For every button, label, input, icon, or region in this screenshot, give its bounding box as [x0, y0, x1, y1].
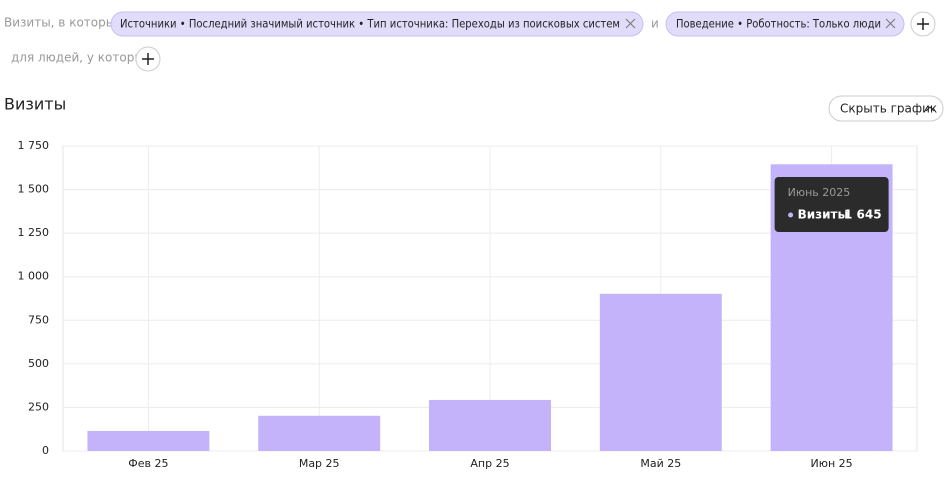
bar	[87, 430, 210, 451]
chart-title: Визиты	[4, 95, 66, 114]
y-tick-label: 500	[28, 357, 49, 370]
add-icon	[142, 53, 154, 65]
chip-label: Источники • Последний значимый источник …	[120, 17, 620, 31]
y-tick-label: 0	[42, 444, 49, 457]
y-tick-label: 1 000	[18, 270, 50, 283]
add-icon	[917, 18, 929, 30]
y-tick-label: 750	[28, 313, 49, 326]
chip-close[interactable]	[885, 18, 896, 29]
x-tick-label: Апр 25	[470, 457, 509, 470]
y-tick-label: 1 250	[18, 226, 50, 239]
tooltip-title: Июнь 2025	[788, 186, 851, 199]
x-tick-label: Фев 25	[128, 457, 168, 470]
filter-chip[interactable]	[665, 11, 905, 37]
x-tick-label: Май 25	[640, 457, 681, 470]
button-label: Скрыть график	[840, 102, 937, 116]
tooltip-swatch	[788, 212, 794, 218]
hide-chart-button[interactable]	[828, 95, 944, 122]
filter-joiner: и	[651, 17, 659, 31]
chevron	[925, 106, 935, 112]
y-tick-label: 1 750	[18, 139, 50, 152]
filter-chip[interactable]	[110, 11, 644, 37]
chip-close[interactable]	[625, 18, 636, 29]
y-tick-label: 250	[28, 400, 49, 413]
tooltip-series: Визиты	[798, 208, 849, 222]
bar	[258, 415, 381, 451]
y-tick-label: 1 500	[18, 183, 50, 196]
tooltip	[774, 177, 889, 232]
x-tick-label: Июн 25	[811, 457, 853, 470]
bar	[599, 293, 722, 451]
bar	[429, 399, 551, 451]
people-lead: для людей, у которых	[11, 51, 151, 65]
filter-lead: Визиты, в которых	[4, 16, 122, 30]
tooltip-value: 1 645	[844, 208, 882, 222]
x-tick-label: Мар 25	[299, 457, 340, 470]
chip-label: Поведение • Роботность: Только люди	[676, 17, 881, 31]
